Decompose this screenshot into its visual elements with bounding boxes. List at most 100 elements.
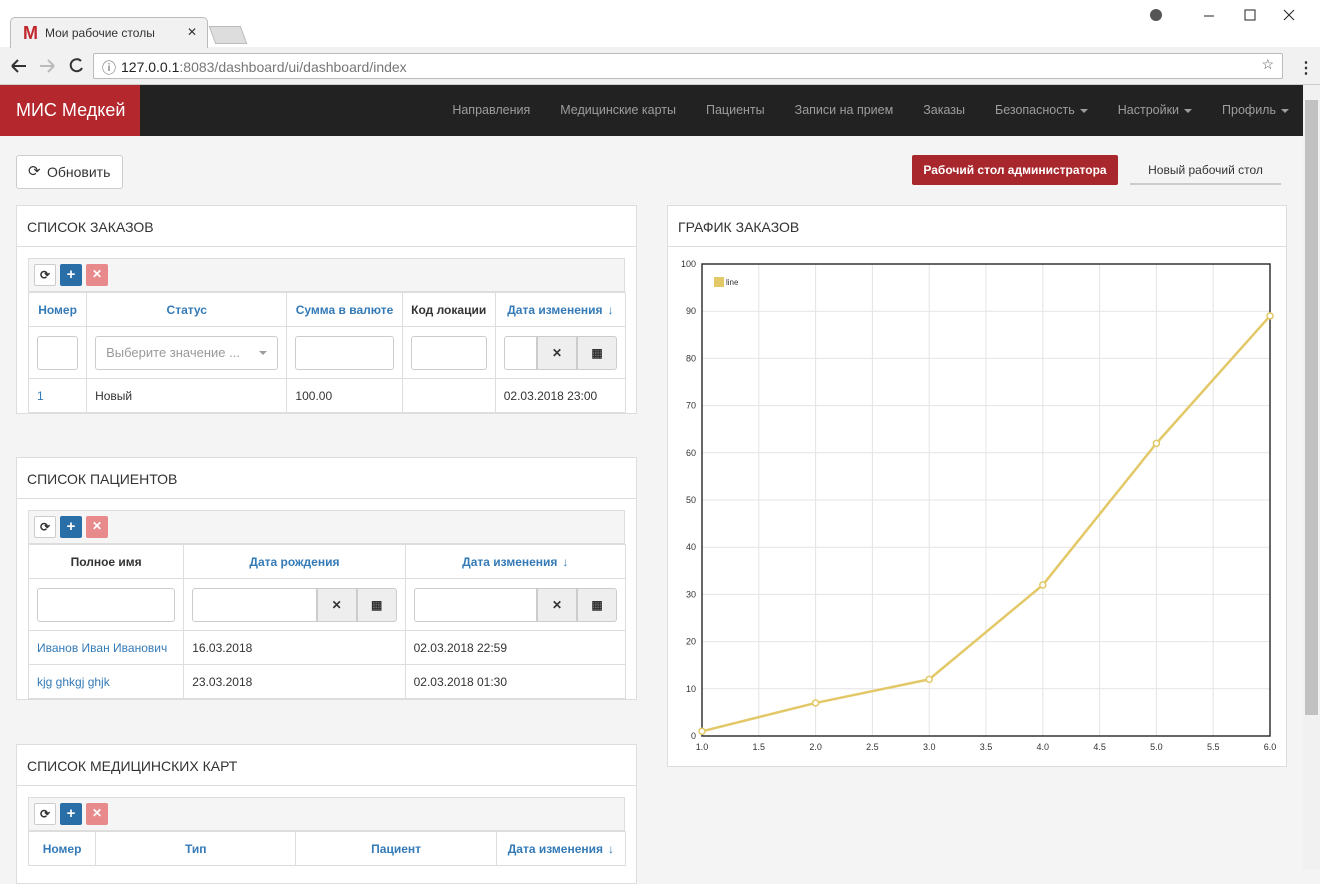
dashboard-tab[interactable]: Рабочий стол администратора: [912, 155, 1118, 185]
column-label: Дата изменения: [507, 841, 603, 856]
caret: [259, 350, 268, 355]
clear-button[interactable]: ✕: [537, 335, 577, 370]
filter-select[interactable]: Выберите значение ...: [95, 335, 279, 370]
column-header[interactable]: Дата изменения ↓: [404, 544, 627, 579]
nav-label: Заказы: [923, 103, 965, 117]
calendar-button[interactable]: ▦: [577, 335, 617, 370]
caret: [1079, 108, 1088, 113]
column-header: Код локации: [401, 292, 496, 327]
add-button[interactable]: +: [60, 264, 82, 286]
filter-cell: ✕ ▦: [183, 578, 406, 631]
cell: Новый: [86, 378, 288, 413]
filter-input[interactable]: [295, 335, 394, 370]
filter-input[interactable]: [37, 587, 176, 622]
x-tick-label: 3.5: [980, 742, 993, 752]
dashboard-tab[interactable]: Новый рабочий стол: [1130, 155, 1281, 185]
nav-item[interactable]: Профиль: [1207, 85, 1304, 136]
address-bar[interactable]: 127.0.0.1:8083/dashboard/ui/dashboard/in…: [93, 53, 1283, 79]
panel-title: СПИСОК МЕДИЦИНСКИХ КАРТ: [17, 745, 636, 786]
column-header[interactable]: Дата рождения: [183, 544, 406, 579]
cell: 100.00: [286, 378, 403, 413]
x-tick-label: 3.0: [923, 742, 936, 752]
nav-label: Записи на прием: [794, 103, 894, 117]
date-input[interactable]: [413, 587, 537, 622]
grid-panel: СПИСОК ПАЦИЕНТОВ ⟳ + ✕ Полное имя Дата рожден…: [16, 457, 637, 700]
calendar-button[interactable]: ▦: [356, 587, 397, 622]
cell: kjg ghkgj ghjk: [27, 664, 185, 699]
scroll-thumb[interactable]: [1305, 100, 1318, 715]
column-header[interactable]: Дата изменения ↓: [494, 292, 627, 327]
filter-date: ✕ ▦: [413, 587, 617, 622]
y-tick-label: 0: [691, 731, 696, 741]
x-tick-label: 5.0: [1150, 742, 1163, 752]
column-header[interactable]: Тип: [95, 831, 297, 866]
column-header[interactable]: Сумма в валюте: [286, 292, 403, 327]
nav-label: Профиль: [1222, 103, 1276, 117]
nav-label: Медицинские карты: [560, 103, 676, 117]
new-tab[interactable]: [208, 26, 248, 44]
filter-date: ✕ ▦: [192, 587, 397, 622]
grid-toolbar: ⟳ + ✕: [28, 797, 625, 831]
grid-toolbar: ⟳ + ✕: [28, 510, 625, 544]
refresh-button[interactable]: ⟳ Обновить: [16, 155, 123, 189]
caret: [1184, 108, 1193, 113]
brand[interactable]: МИС Медкей: [0, 85, 140, 136]
clear-button[interactable]: ✕: [537, 587, 577, 622]
window-controls[interactable]: [1148, 8, 1308, 24]
nav-item[interactable]: Заказы: [908, 85, 980, 136]
menu-button[interactable]: ⋮: [1298, 60, 1314, 77]
point: [1266, 312, 1274, 320]
reload-button[interactable]: ⟳: [34, 516, 56, 538]
delete-button[interactable]: ✕: [86, 516, 108, 538]
filter-cell: [27, 578, 185, 631]
series-line: [701, 315, 1271, 733]
clear-button[interactable]: ✕: [316, 587, 357, 622]
filter-input[interactable]: [37, 335, 79, 370]
grid-toolbar: ⟳ + ✕: [28, 258, 625, 292]
reload-button[interactable]: ⟳: [34, 264, 56, 286]
nav-item[interactable]: Безопасность: [980, 85, 1103, 136]
data-row[interactable]: kjg ghkgj ghjk 23.03.2018 02.03.2018 01:30: [27, 664, 627, 699]
delete-button[interactable]: ✕: [86, 264, 108, 286]
filter-input[interactable]: [410, 335, 487, 370]
filter-cell: ✕ ▦: [404, 578, 627, 631]
add-button[interactable]: +: [60, 803, 82, 825]
column-header[interactable]: Дата изменения ↓: [495, 831, 627, 866]
reload-button[interactable]: ⟳: [34, 803, 56, 825]
nav-item[interactable]: Медицинские карты: [545, 85, 691, 136]
filter-date: ✕ ▦: [503, 335, 617, 370]
nav-buttons[interactable]: [8, 56, 88, 76]
nav-item[interactable]: Пациенты: [691, 85, 780, 136]
panel-title: СПИСОК ЗАКАЗОВ: [17, 206, 636, 247]
column-label: Код локации: [411, 302, 487, 317]
date-input[interactable]: [503, 335, 537, 370]
filter-cell: ✕ ▦: [494, 326, 627, 379]
cell: Иванов Иван Иванович: [27, 630, 185, 665]
grid-table: Номер Тип Пациент Дата изменения ↓: [27, 831, 627, 866]
column-header[interactable]: Пациент: [295, 831, 497, 866]
point: [925, 675, 933, 684]
column-label: Дата рождения: [249, 554, 340, 569]
nav-label: Пациенты: [706, 103, 765, 117]
nav-item[interactable]: Направления: [437, 85, 545, 136]
calendar-button[interactable]: ▦: [577, 587, 617, 622]
nav-item[interactable]: Записи на прием: [780, 85, 909, 136]
browser-tab[interactable]: M Мои рабочие столы ✕: [10, 17, 208, 48]
data-row[interactable]: 1 Новый 100.00 02.03.2018 23:00: [27, 378, 627, 413]
grid-panel: СПИСОК ЗАКАЗОВ ⟳ + ✕ Номер Статус Сумма в валю…: [16, 205, 637, 414]
date-input[interactable]: [192, 587, 317, 622]
point: [1152, 439, 1161, 448]
delete-button[interactable]: ✕: [86, 803, 108, 825]
filter-cell: Выберите значение ...: [86, 326, 288, 379]
data-row[interactable]: Иванов Иван Иванович 16.03.2018 02.03.2018…: [27, 630, 627, 665]
column-header[interactable]: Номер: [27, 292, 88, 327]
column-header[interactable]: Статус: [86, 292, 288, 327]
add-button[interactable]: +: [60, 516, 82, 538]
y-tick-label: 10: [686, 684, 696, 694]
column-header[interactable]: Номер: [27, 831, 97, 866]
nav-item[interactable]: Настройки: [1103, 85, 1207, 136]
x-tick-label: 6.0: [1264, 742, 1277, 752]
grid-panel: СПИСОК МЕДИЦИНСКИХ КАРТ ⟳ + ✕ Номер Тип Пациен…: [16, 744, 637, 884]
filter-row: Выберите значение ... ✕ ▦: [27, 326, 627, 379]
